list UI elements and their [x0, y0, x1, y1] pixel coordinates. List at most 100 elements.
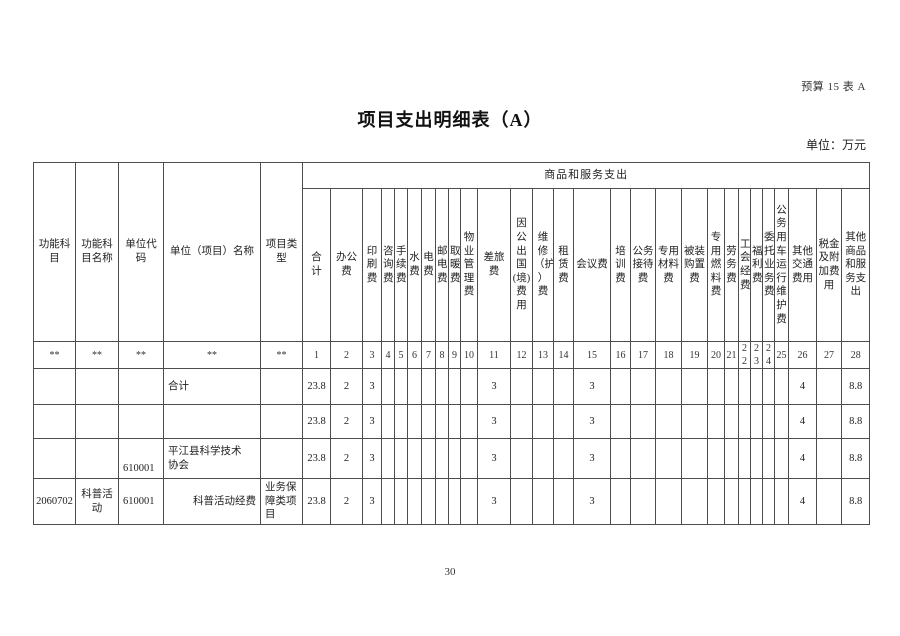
data-cell — [407, 438, 422, 479]
column-number-cell-9: 10 — [460, 341, 478, 369]
data-cell — [421, 404, 436, 439]
data-cell — [816, 404, 842, 439]
column-header-expense-3: 咨 询 费 — [381, 188, 395, 342]
data-cell — [381, 404, 395, 439]
data-cell: 3 — [573, 478, 611, 525]
header-row-group: 功能科 目功能科 目名称 单位代 码单位（项目）名称 项目类 型商品和服务支出 — [33, 162, 871, 342]
data-cell — [738, 368, 751, 405]
data-cell: 8.8 — [840, 404, 871, 439]
table-row: 610001 平江县科学技术 协会 23.8 2 3 3 3 4 8.8 — [33, 438, 871, 479]
data-cell — [33, 368, 76, 405]
column-header-expense-8: 取 暖 费 — [448, 188, 461, 342]
data-cell — [394, 404, 408, 439]
column-number-row: ** ** ** ** ** 1 2 3 4 5 6 7 8 9 10 11 12 13 14 15 16 17 18 19 2… — [33, 341, 871, 369]
data-cell — [33, 438, 76, 479]
data-cell — [681, 404, 708, 439]
column-number-cell-3: 4 — [381, 341, 395, 369]
data-cell — [630, 404, 656, 439]
column-number-cell-21: 22 — [738, 341, 751, 369]
column-header-left-0: 功能科 目 — [33, 162, 76, 342]
column-header-expense-7: 邮 电 费 — [435, 188, 449, 342]
unit-label: 单位：万元 — [805, 138, 866, 152]
column-header-expense-18: 被装 购置 费 — [681, 188, 708, 342]
table-row: 23.8 2 3 3 3 4 8.8 — [33, 404, 871, 439]
data-cell — [724, 438, 739, 479]
data-cell — [738, 438, 751, 479]
column-header-expense-26: 税金 及附 加费 用 — [816, 188, 842, 342]
data-cell: 2060702 — [33, 478, 76, 525]
column-header-expense-24: 公 务 用 车 运 行 维 护 费 — [774, 188, 789, 342]
data-cell: 3 — [477, 404, 511, 439]
data-cell — [774, 368, 789, 405]
data-cell: 8.8 — [840, 438, 871, 479]
data-cell — [681, 438, 708, 479]
data-cell — [553, 368, 574, 405]
data-cell: 3 — [573, 404, 611, 439]
data-cell: 3 — [362, 368, 382, 405]
column-number-cell-12: 13 — [532, 341, 554, 369]
table-head: 功能科 目功能科 目名称 单位代 码单位（项目）名称 项目类 型商品和服务支出合 计… — [33, 162, 871, 369]
table-row: 2060702 科普活 动 610001 科普活动经费 业务保 障类项 目 23.8 2 3 3… — [33, 478, 871, 525]
data-cell: 23.8 — [302, 478, 331, 525]
data-cell — [75, 368, 119, 405]
data-cell — [738, 478, 751, 525]
column-header-expense-2: 印 刷 费 — [362, 188, 382, 342]
data-cell — [553, 404, 574, 439]
data-cell — [681, 478, 708, 525]
data-cell — [655, 404, 682, 439]
data-cell — [816, 438, 842, 479]
data-cell — [421, 478, 436, 525]
data-cell: 3 — [477, 368, 511, 405]
data-cell — [750, 438, 763, 479]
column-header-expense-13: 租 赁 费 — [553, 188, 574, 342]
data-cell — [762, 404, 775, 439]
column-header-expense-6: 电 费 — [421, 188, 436, 342]
column-header-expense-10: 差旅费 — [477, 188, 511, 342]
data-cell — [510, 368, 533, 405]
column-number-cell-19: 20 — [707, 341, 725, 369]
data-cell: 8.8 — [840, 478, 871, 525]
data-cell — [407, 368, 422, 405]
data-cell: 4 — [788, 478, 817, 525]
data-cell — [655, 368, 682, 405]
data-cell — [774, 404, 789, 439]
data-cell — [750, 478, 763, 525]
code-marker-cell-3: ** — [163, 341, 261, 369]
data-cell: 平江县科学技术 协会 — [163, 438, 261, 479]
data-cell: 23.8 — [302, 438, 331, 479]
data-cell — [655, 478, 682, 525]
data-cell — [532, 438, 554, 479]
column-header-expense-1: 办公 费 — [330, 188, 363, 342]
data-cell — [553, 478, 574, 525]
column-number-cell-16: 17 — [630, 341, 656, 369]
data-cell — [510, 478, 533, 525]
data-cell: 2 — [330, 478, 363, 525]
column-number-cell-2: 3 — [362, 341, 382, 369]
data-cell: 科普活 动 — [75, 478, 119, 525]
data-cell — [774, 438, 789, 479]
column-header-left-2: 单位代 码 — [118, 162, 164, 342]
doc-form-label: 预算 15 表 A — [801, 81, 866, 93]
column-number-cell-4: 5 — [394, 341, 408, 369]
data-cell — [630, 438, 656, 479]
column-number-cell-15: 16 — [610, 341, 631, 369]
column-number-cell-24: 25 — [774, 341, 789, 369]
data-cell: 2 — [330, 438, 363, 479]
data-cell — [75, 404, 119, 439]
table-body: 合计 23.8 2 3 3 3 4 8.8 23.8 2 3 3 3 4 8.8 610001 平江县科学技术 … — [33, 368, 871, 525]
data-cell — [532, 404, 554, 439]
column-number-cell-6: 7 — [421, 341, 436, 369]
column-header-expense-14: 会议费 — [573, 188, 611, 342]
data-cell — [762, 368, 775, 405]
data-cell — [394, 438, 408, 479]
expenditure-table: 功能科 目功能科 目名称 单位代 码单位（项目）名称 项目类 型商品和服务支出合 计… — [33, 162, 871, 525]
data-cell — [816, 368, 842, 405]
data-cell — [610, 404, 631, 439]
data-cell — [707, 438, 725, 479]
data-cell: 4 — [788, 404, 817, 439]
column-header-expense-0: 合 计 — [302, 188, 331, 342]
data-cell — [610, 478, 631, 525]
column-header-expense-12: 维修 （护 ）费 — [532, 188, 554, 342]
column-header-expense-15: 培 训 费 — [610, 188, 631, 342]
data-cell — [610, 438, 631, 479]
